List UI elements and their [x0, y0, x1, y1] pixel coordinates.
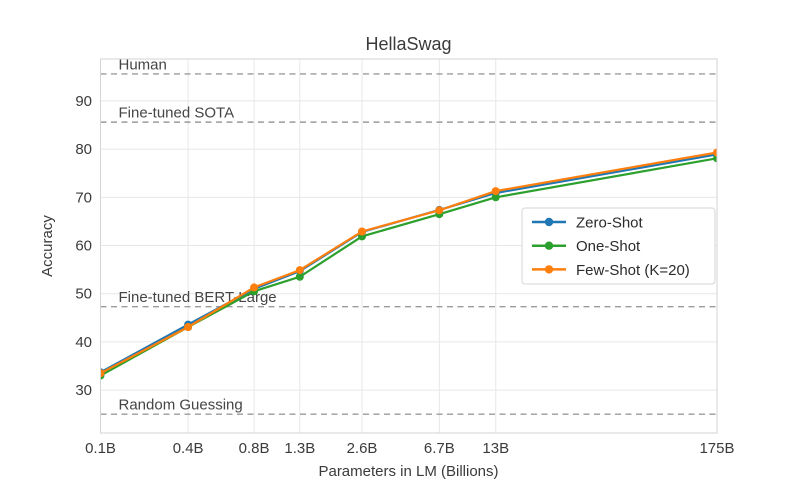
reference-line-label: Fine-tuned SOTA [119, 105, 235, 122]
legend-label: Few-Shot (K=20) [576, 262, 690, 279]
y-tick-label: 50 [75, 286, 92, 303]
x-tick-label: 0.1B [85, 440, 116, 457]
x-tick-label: 6.7B [424, 440, 455, 457]
y-tick-label: 70 [75, 189, 92, 206]
x-tick-label: 13B [482, 440, 509, 457]
legend-marker [544, 241, 554, 250]
legend-marker [544, 265, 554, 274]
series-marker-2 [250, 283, 259, 292]
reference-lines: Human Fine-tuned SOTA Fine-tuned BERT-Larg… [100, 56, 717, 415]
data-series [100, 148, 717, 380]
x-tick-label: 0.4B [173, 440, 204, 457]
legend-marker [544, 217, 554, 227]
plot-border [100, 58, 718, 434]
x-tick-label: 175B [699, 440, 734, 457]
y-tick-label: 90 [75, 93, 92, 110]
series-marker-2 [358, 227, 366, 236]
series-marker-2 [295, 266, 304, 275]
reference-line-label: Human [119, 56, 167, 73]
y-tick-label: 30 [75, 382, 92, 399]
chart-title: HellaSwag [365, 34, 451, 54]
gridlines [100, 59, 718, 433]
x-tick-label: 0.8B [239, 440, 270, 457]
series-marker-2 [491, 187, 500, 196]
axis-ticks: 30 40 50 60 70 80 90 0.1B 0.4B 0.8B 1.3B 2.6B 6.7B 13… [75, 93, 734, 457]
y-axis-label: Accuracy [39, 215, 56, 277]
reference-line-label: Fine-tuned BERT-Large [119, 289, 277, 306]
series-marker-2 [100, 369, 105, 378]
series-marker-1 [295, 272, 304, 281]
series-marker-2 [435, 206, 444, 215]
series-marker-1 [491, 193, 500, 202]
series-marker-2 [184, 323, 193, 331]
x-tick-label: 2.6B [347, 440, 378, 457]
series-line-2 [100, 151, 717, 375]
legend-label: Zero-Shot [576, 215, 644, 232]
reference-line-label: Random Guessing [119, 397, 243, 414]
x-tick-label: 1.3B [284, 440, 315, 457]
y-tick-label: 80 [75, 141, 92, 158]
series-marker-2 [713, 148, 717, 157]
x-axis-label: Parameters in LM (Billions) [318, 463, 498, 480]
legend-label: One-Shot [576, 238, 641, 255]
legend: Zero-Shot One-Shot Few-Shot (K=20) [521, 207, 716, 285]
legend-box [521, 207, 716, 285]
y-tick-label: 40 [75, 334, 92, 351]
y-tick-label: 60 [75, 238, 92, 255]
